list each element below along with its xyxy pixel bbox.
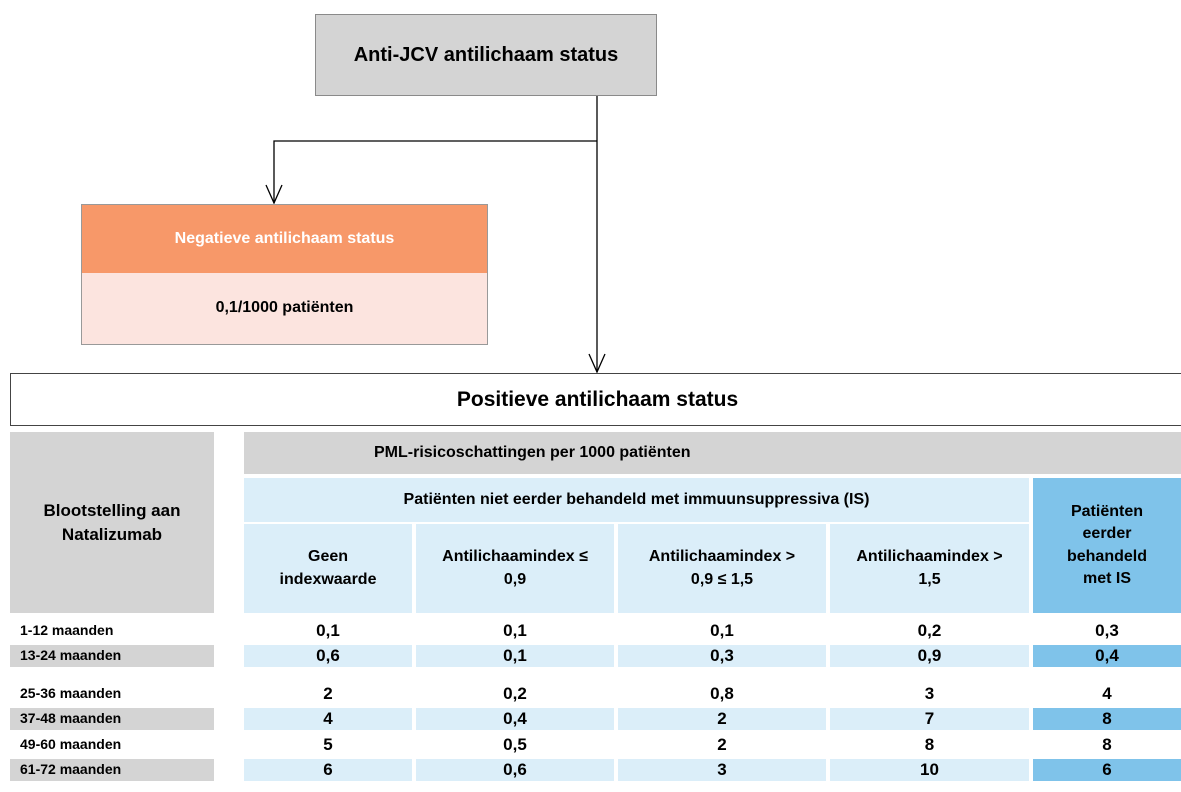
cell: 6: [244, 759, 412, 781]
cell: 0,2: [830, 620, 1029, 642]
cell: 0,1: [244, 620, 412, 642]
arrowhead: [588, 353, 606, 374]
cell: 0,5: [416, 734, 614, 756]
cell: 4: [1033, 683, 1181, 705]
cell: 0,3: [618, 645, 826, 667]
row-label: 37-48 maanden: [10, 708, 214, 730]
group-header: PML-risicoschattingen per 1000 patiënten: [244, 432, 1181, 474]
cell: 8: [830, 734, 1029, 756]
row-label: 61-72 maanden: [10, 759, 214, 781]
row-label: 25-36 maanden: [10, 683, 214, 705]
row-header: Blootstelling aan Natalizumab: [10, 432, 214, 613]
cell: 8: [1033, 708, 1181, 730]
cell: 2: [618, 734, 826, 756]
cell: 3: [830, 683, 1029, 705]
cell: 5: [244, 734, 412, 756]
positive-title: Positieve antilichaam status: [10, 373, 1181, 426]
cell: 0,4: [416, 708, 614, 730]
cell: 0,3: [1033, 620, 1181, 642]
negative-value: 0,1/1000 patiënten: [81, 273, 488, 345]
connector: [273, 140, 597, 203]
negative-title: Negatieve antilichaam status: [81, 204, 488, 273]
subgroup-header: Patiënten niet eerder behandeld met immu…: [244, 478, 1029, 522]
cell: 2: [244, 683, 412, 705]
cell: 4: [244, 708, 412, 730]
column-header: Geen indexwaarde: [244, 524, 412, 613]
cell: 0,6: [416, 759, 614, 781]
cell: 8: [1033, 734, 1181, 756]
cell: 0,8: [618, 683, 826, 705]
cell: 3: [618, 759, 826, 781]
column-header: Antilichaamindex ≤ 0,9: [416, 524, 614, 613]
cell: 0,4: [1033, 645, 1181, 667]
arrowhead: [265, 184, 283, 205]
cell: 10: [830, 759, 1029, 781]
row-label: 1-12 maanden: [10, 620, 214, 642]
cell: 0,1: [416, 645, 614, 667]
column-header: Patiënten eerder behandeld met IS: [1033, 478, 1181, 613]
cell: 6: [1033, 759, 1181, 781]
row-label: 13-24 maanden: [10, 645, 214, 667]
top-box: Anti-JCV antilichaam status: [315, 14, 657, 96]
row-label: 49-60 maanden: [10, 734, 214, 756]
cell: 0,1: [618, 620, 826, 642]
column-header: Antilichaamindex > 1,5: [830, 524, 1029, 613]
cell: 0,1: [416, 620, 614, 642]
cell: 0,9: [830, 645, 1029, 667]
cell: 0,6: [244, 645, 412, 667]
cell: 2: [618, 708, 826, 730]
cell: 7: [830, 708, 1029, 730]
cell: 0,2: [416, 683, 614, 705]
column-header: Antilichaamindex > 0,9 ≤ 1,5: [618, 524, 826, 613]
